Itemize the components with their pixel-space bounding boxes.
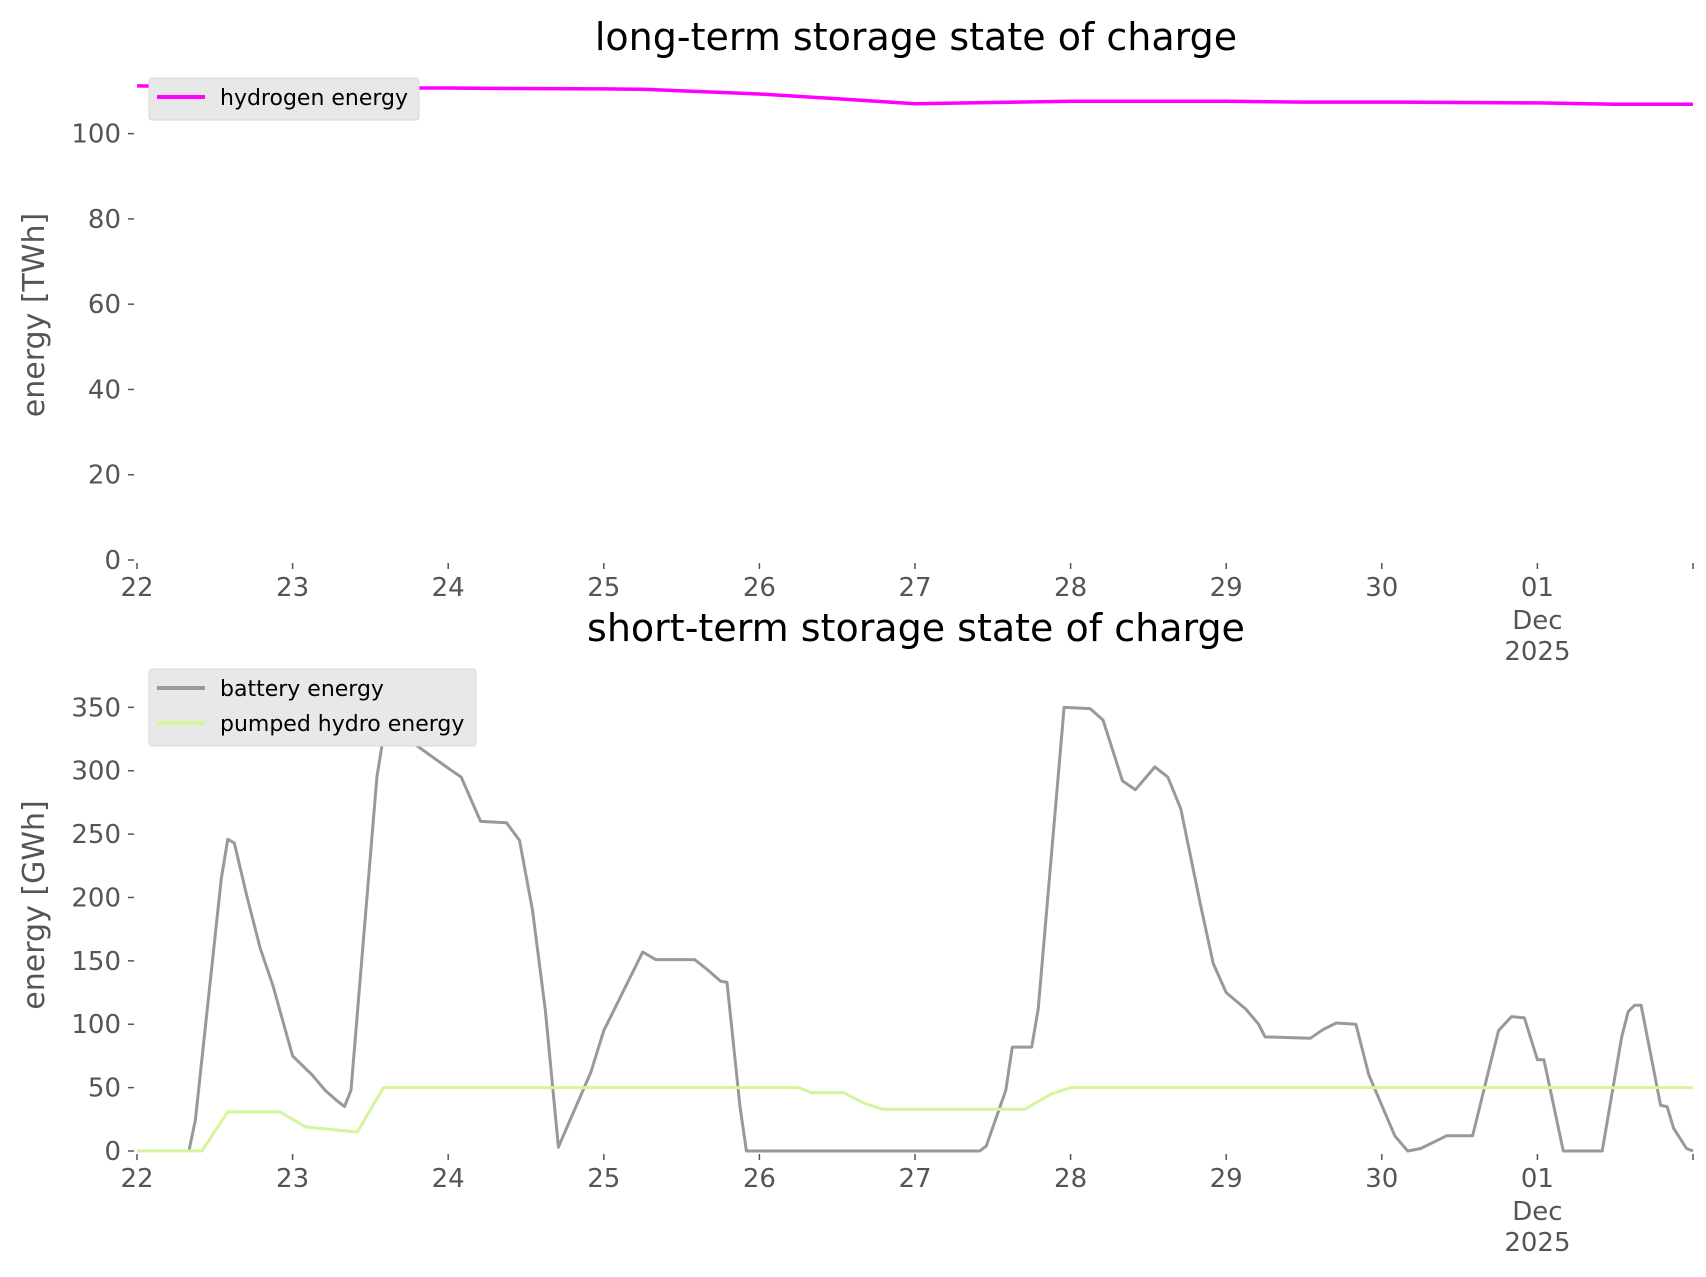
x-tick-label: 30 [1365,573,1398,603]
x-tick-label: 24 [432,573,465,603]
y-tick-label: 50 [88,1074,121,1104]
chart-panel-long-term: long-term storage state of charge energy… [17,15,1694,667]
y-axis-long-term: 0 20 40 60 80 100 [71,120,134,576]
legend-label-battery-energy: battery energy [220,677,384,702]
legend-long-term: hydrogen energy [148,77,420,121]
x-tick-label: 23 [276,573,309,603]
x-tick-sublabel: Dec [1512,606,1562,636]
y-tick-label: 40 [88,375,121,405]
y-tick-label: 100 [71,120,121,150]
chart-title-short-term: short-term storage state of charge [587,606,1245,650]
x-tick-label: 22 [120,573,153,603]
chart-panel-short-term: short-term storage state of charge energ… [17,606,1694,1258]
x-tick-label: 27 [898,573,931,603]
x-tick-sublabel: 2025 [1504,1228,1570,1258]
y-axis-label-short-term: energy [GWh] [17,800,52,1009]
x-tick-label: 26 [743,573,776,603]
x-tick-label: 24 [432,1164,465,1194]
x-tick-label: 01 [1521,1164,1554,1194]
legend-box-short-term [148,668,477,747]
series-line-battery-energy [137,705,1694,1153]
x-tick-label: 28 [1054,573,1087,603]
x-tick-label: 22 [120,1164,153,1194]
y-tick-label: 150 [71,947,121,977]
y-tick-label: 0 [104,546,121,576]
y-tick-label: 20 [88,461,121,491]
x-tick-label: 23 [276,1164,309,1194]
y-tick-label: 200 [71,883,121,913]
y-tick-label: 250 [71,820,121,850]
series-group-long-term [136,84,1693,106]
x-tick-label: 28 [1054,1164,1087,1194]
legend-short-term: battery energy pumped hydro energy [148,668,477,747]
y-tick-label: 300 [71,757,121,787]
series-group-short-term [137,705,1694,1153]
x-tick-sublabel: 2025 [1504,637,1570,667]
y-tick-label: 0 [104,1137,121,1167]
legend-label-pumped-hydro-energy: pumped hydro energy [220,712,464,737]
x-tick-label: 25 [587,573,620,603]
y-tick-label: 350 [71,693,121,723]
legend-label-hydrogen-energy: hydrogen energy [220,86,408,111]
x-tick-label: 25 [587,1164,620,1194]
series-line-pumped-hydro-energy [137,1086,1693,1153]
series-line-hydrogen-energy [136,84,1693,106]
x-tick-label: 27 [898,1164,931,1194]
x-tick-label: 29 [1210,1164,1243,1194]
legend-box-long-term [148,77,420,121]
y-axis-label-long-term: energy [TWh] [17,213,52,417]
x-tick-label: 29 [1210,573,1243,603]
y-tick-label: 80 [88,205,121,235]
y-tick-label: 60 [88,290,121,320]
chart-title-long-term: long-term storage state of charge [595,15,1237,59]
x-tick-label: 30 [1365,1164,1398,1194]
x-tick-label: 26 [743,1164,776,1194]
x-tick-label: 01 [1521,573,1554,603]
y-tick-label: 100 [71,1010,121,1040]
y-axis-short-term: 0 50 100 150 200 250 300 350 [71,693,134,1167]
x-tick-sublabel: Dec [1512,1197,1562,1227]
